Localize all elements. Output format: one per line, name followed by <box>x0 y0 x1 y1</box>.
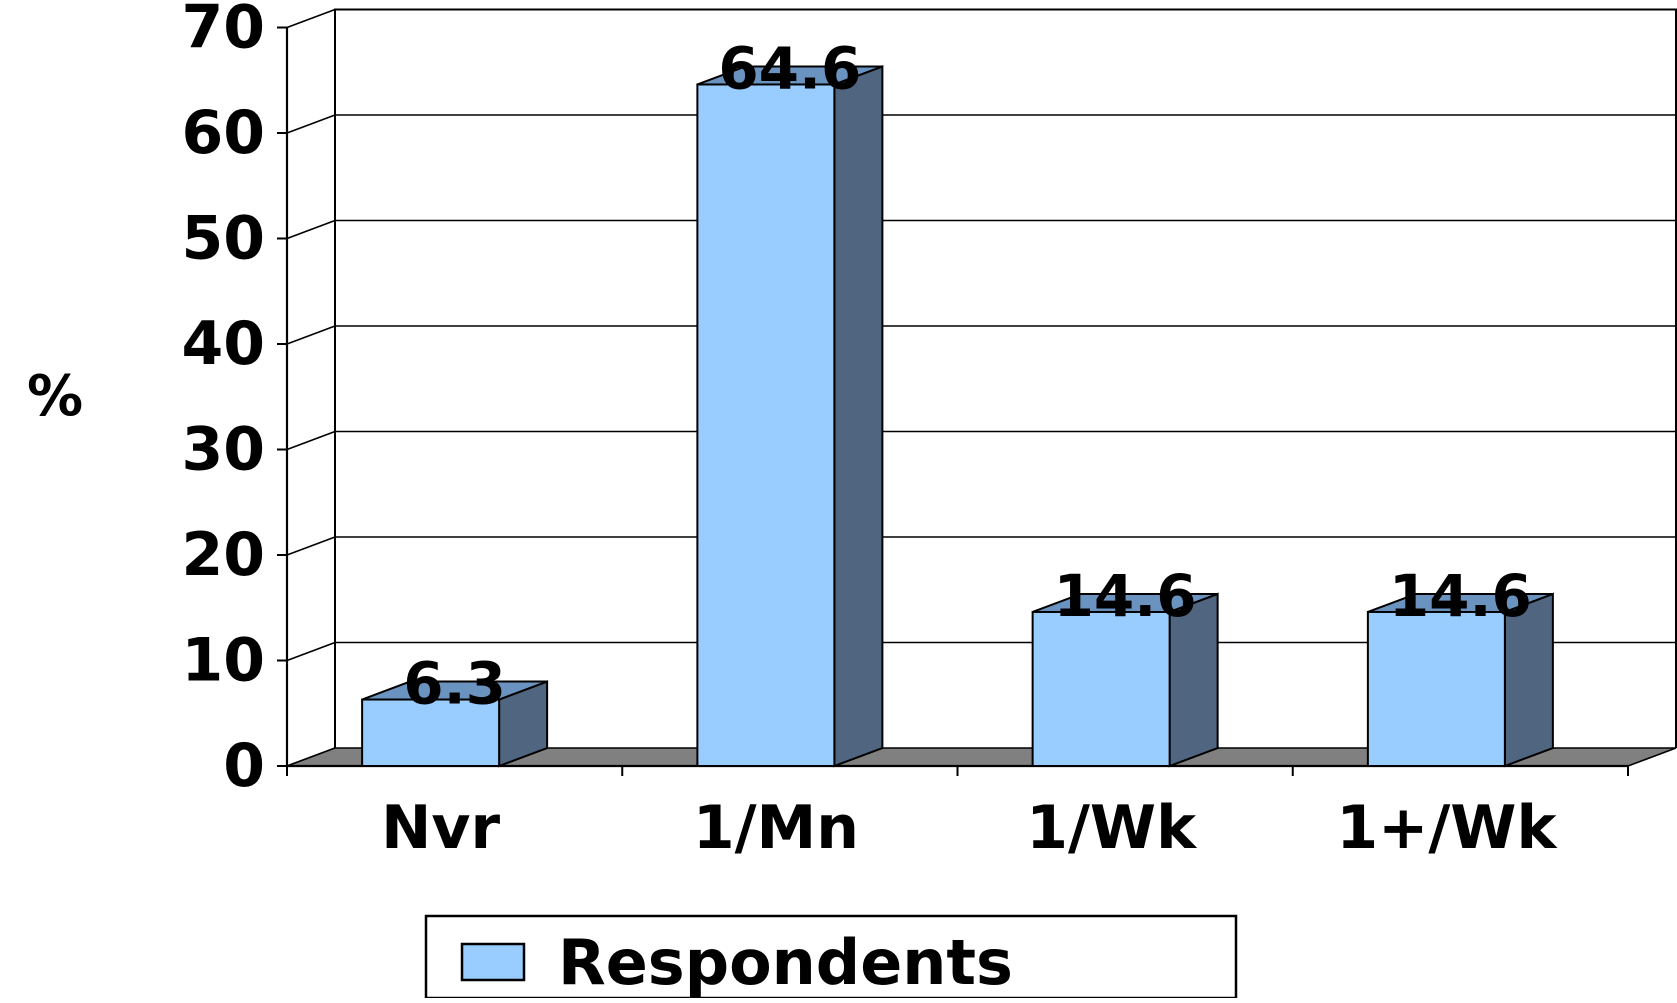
legend-label: Respondents <box>558 926 1013 998</box>
bar-front <box>696 83 836 768</box>
gridlines <box>286 8 1676 767</box>
y-tick-label: 40 <box>182 309 266 379</box>
side-wall-line <box>286 641 336 662</box>
y-axis-label: % <box>27 364 83 429</box>
side-wall-line <box>286 536 336 556</box>
legend-swatch <box>460 942 526 982</box>
bar <box>1366 592 1554 768</box>
data-label: 64.6 <box>718 34 861 102</box>
side-wall-line <box>286 8 336 29</box>
x-tick-label: 1+/Wk <box>1336 793 1558 863</box>
side-wall-line <box>286 114 336 134</box>
side-wall-line <box>286 430 336 451</box>
x-tick-label: 1/Wk <box>1026 793 1198 863</box>
y-tick-label: 50 <box>182 204 266 274</box>
side-wall-line <box>286 219 336 240</box>
bar <box>1031 592 1219 768</box>
y-tick-label: 30 <box>182 415 266 485</box>
data-label: 14.6 <box>1054 562 1197 630</box>
x-tick-label: 1/Mn <box>693 793 859 863</box>
bar-front <box>1366 610 1506 767</box>
data-labels: 6.3 64.6 14.6 14.6 <box>403 34 1532 717</box>
y-tick-label: 60 <box>182 98 266 168</box>
x-tick-labels: Nvr 1/Mn 1/Wk 1+/Wk <box>381 793 1558 863</box>
y-tick-label: 20 <box>182 520 266 590</box>
legend: Respondents <box>424 914 1238 1000</box>
bar <box>696 65 884 768</box>
side-wall-line <box>286 325 336 345</box>
x-tick-label: Nvr <box>381 793 500 863</box>
legend-box <box>424 914 1238 1000</box>
bars <box>361 65 1554 768</box>
bar <box>361 680 549 768</box>
bar-side <box>833 65 884 768</box>
y-tick-label: 70 <box>182 0 266 63</box>
x-axis <box>286 764 1629 776</box>
y-tick-labels: 0 10 20 30 40 50 60 70 <box>182 0 266 801</box>
bar-front <box>361 698 501 767</box>
y-axis <box>277 26 289 767</box>
data-label: 14.6 <box>1389 562 1532 630</box>
bar-front <box>1031 610 1171 767</box>
y-tick-label: 0 <box>223 731 265 801</box>
y-tick-label: 10 <box>182 626 266 696</box>
data-label: 6.3 <box>403 650 506 718</box>
